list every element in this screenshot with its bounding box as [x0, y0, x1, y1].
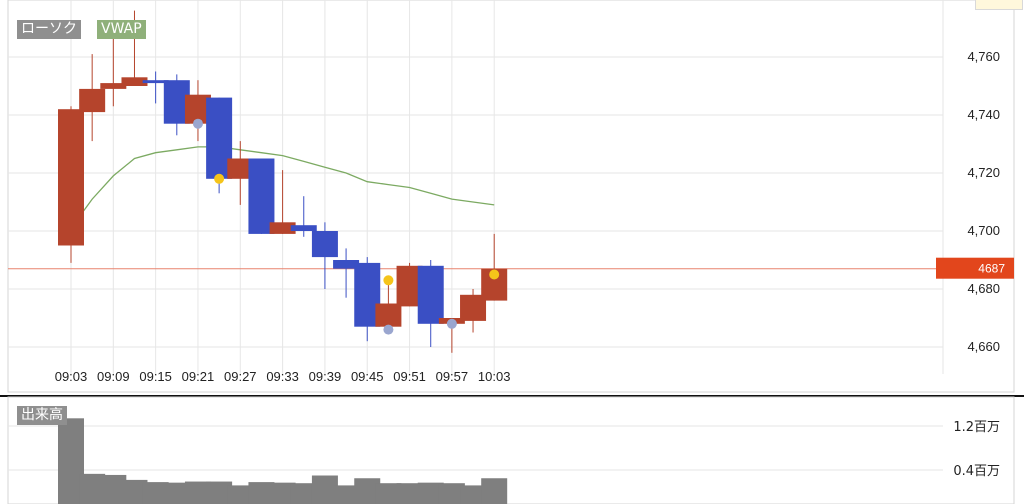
candle-body [417, 265, 444, 324]
volume-bar [163, 482, 190, 504]
volume-bar [481, 478, 508, 504]
volume-bar [417, 482, 444, 504]
candle-body [100, 83, 127, 89]
legend-candle: ローソク [17, 20, 81, 39]
candle-body [290, 225, 317, 231]
current-price-label: 4687 [978, 262, 1005, 276]
trade-marker [214, 173, 225, 184]
volume-bar [142, 482, 169, 504]
y-tick-label: 4,700 [967, 223, 1000, 238]
price-panel-frame [7, 0, 1015, 393]
volume-bar [438, 483, 465, 504]
candle-body [333, 260, 360, 269]
candle-body [121, 77, 148, 86]
candle-body [311, 231, 338, 258]
x-tick-label: 10:03 [478, 369, 511, 384]
candle-body [269, 222, 296, 234]
volume-bar [396, 483, 423, 504]
trade-marker [489, 269, 500, 280]
x-tick-label: 09:45 [351, 369, 384, 384]
candle-body [58, 109, 84, 246]
trade-marker [192, 118, 203, 129]
x-tick-label: 09:15 [139, 369, 172, 384]
trade-marker [446, 318, 457, 329]
y-tick-label: 4,720 [967, 165, 1000, 180]
candle-body [375, 303, 402, 327]
volume-bar [184, 481, 211, 504]
x-tick-label: 09:57 [436, 369, 469, 384]
trade-marker [383, 275, 394, 286]
x-tick-label: 09:03 [55, 369, 88, 384]
x-tick-label: 09:33 [266, 369, 299, 384]
candle-body [79, 88, 106, 113]
volume-bar [206, 481, 233, 504]
panel-toggle-button[interactable] [975, 0, 1023, 10]
x-tick-label: 09:21 [182, 369, 215, 384]
y-tick-label: 4,740 [967, 107, 1000, 122]
volume-bar [227, 485, 254, 504]
vwap-line [70, 146, 495, 229]
y-tick-label: 4,660 [967, 339, 1000, 354]
legend-vwap: VWAP [97, 20, 146, 39]
volume-bar [248, 482, 275, 504]
volume-bar [375, 483, 402, 504]
x-tick-label: 09:39 [309, 369, 342, 384]
y-tick-label: 4,760 [967, 49, 1000, 64]
volume-bar [460, 485, 487, 504]
volume-tick-label: 1.2百万 [953, 420, 1000, 435]
volume-bar [269, 482, 296, 504]
current-price-badge [936, 257, 1014, 279]
trade-marker [383, 324, 394, 335]
x-tick-label: 09:09 [97, 369, 130, 384]
x-tick-label: 09:27 [224, 369, 257, 384]
volume-bar [290, 483, 317, 504]
candle-body [248, 158, 275, 234]
y-tick-label: 4,680 [967, 281, 1000, 296]
volume-bar [333, 485, 360, 504]
candle-body [227, 158, 254, 179]
volume-tick-label: 0.4百万 [953, 464, 1000, 479]
volume-panel-label: 出来高 [17, 406, 67, 425]
x-tick-label: 09:51 [393, 369, 426, 384]
candle-body [142, 80, 169, 84]
volume-panel-frame [7, 396, 1015, 504]
